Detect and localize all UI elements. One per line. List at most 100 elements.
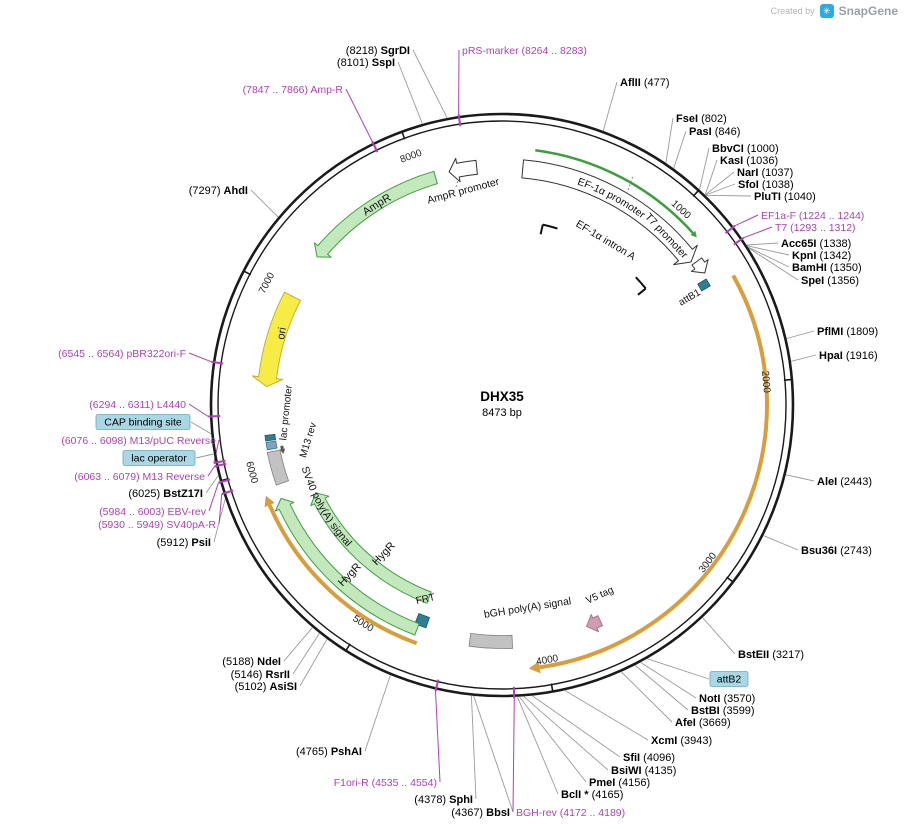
callout-line-hpai (791, 354, 817, 362)
callout-lines (188, 49, 817, 813)
ef1a-promoter-arrow (521, 159, 698, 266)
callout-line-bbsi (473, 695, 514, 813)
feature-label-hygr: HygR (370, 540, 398, 568)
primer-tick-f1ori-r (434, 679, 440, 692)
enzyme-label-bsteii: BstEII (3217) (738, 649, 804, 661)
scale-tick-4000 (550, 683, 554, 693)
callout-line-pluti (705, 194, 752, 197)
primer-line-sv40pa-r (218, 493, 223, 525)
enzyme-label-ahdi: (7297) AhdI (189, 185, 248, 197)
boxed-label-lac-operator: lac operator (131, 453, 187, 465)
callout-line-aflii (602, 81, 618, 131)
hygr-orf-arc-head (264, 495, 275, 508)
callout-line-bamhi (748, 246, 790, 268)
dhx35-orf-arc-head (528, 661, 541, 674)
feature-label-ef-1-intron-a: EF-1α intron A (574, 218, 638, 263)
callout-line-bsu36i (763, 535, 799, 551)
bgh-polya-box (468, 632, 514, 649)
enzyme-label-bsu36i: Bsu36I (2743) (801, 545, 872, 557)
ampr-promoter-arrow (448, 157, 478, 183)
plasmid-size: 8473 bp (482, 407, 522, 419)
scale-tick-8000 (400, 130, 406, 140)
callout-line-afei (621, 671, 673, 723)
primer-tick-ebv-rev (218, 478, 231, 484)
ef1a-intron-bracket-left-tick (539, 224, 544, 235)
enzyme-label-spei: SpeI (1356) (801, 275, 859, 287)
callout-line-bstz17i (205, 475, 219, 494)
feature-label-bgh-poly-a-signal: bGH poly(A) signal (483, 595, 572, 621)
primer-line-bgh-rev (512, 698, 515, 813)
enzyme-label-pshai: (4765) PshAI (296, 746, 362, 758)
callout-line-cap-binding-site (190, 421, 212, 435)
feature-label-frt: FRT (415, 592, 436, 607)
hygr-inner-arrow (310, 492, 432, 604)
callout-line-acc65i (746, 242, 779, 246)
primer-tick-sv40pa-r (221, 489, 234, 495)
callout-line-bbvci (699, 147, 710, 190)
enzyme-label-acc65i: Acc65I (1338) (781, 238, 851, 250)
callout-line-sphi (470, 695, 477, 800)
callout-line-xcmi (564, 690, 649, 741)
primer-tick-m13-puc-reverse (213, 459, 226, 464)
primer-tick-bgh-rev (512, 686, 516, 699)
ef1a-intron-bracket-right (635, 276, 647, 290)
ef1a-intron-bracket-left (542, 223, 558, 230)
feature-layer (251, 148, 769, 674)
snapgene-logo-icon: ✳ (819, 4, 834, 18)
boxed-label-attb2: attB2 (717, 674, 742, 686)
primer-tick-m13-reverse (214, 462, 227, 468)
scale-tick-2000 (783, 378, 793, 382)
enzyme-label-fsei: FseI (802) (676, 113, 727, 125)
primer-line-t7 (743, 226, 773, 239)
enzyme-label-bsiwi: BsiWI (4135) (611, 765, 676, 777)
enzyme-label-pmei: PmeI (4156) (589, 777, 650, 789)
v5-tag-arrow (586, 614, 603, 633)
watermark-created-by-text: Created by (770, 6, 815, 16)
scale-tick-6000 (219, 477, 229, 482)
enzyme-label-xcmi: XcmI (3943) (651, 735, 712, 747)
primer-line-ebv-rev (208, 482, 219, 512)
callout-line-spei (748, 247, 799, 281)
scale-label-6000: 6000 (243, 460, 260, 485)
primer-tick-amp-r (371, 140, 379, 153)
callout-line-nari (705, 171, 735, 196)
primer-label-f1ori-r: F1ori-R (4535 .. 4554) (334, 777, 437, 789)
primer-line-m13-reverse (207, 466, 215, 477)
scale-tick-7000 (242, 269, 252, 276)
enzyme-label-rsrii: (5146) RsrII (231, 669, 290, 681)
callout-line-bcli (517, 696, 559, 795)
ring-outer (209, 112, 795, 698)
primer-label-prs-marker: pRS-marker (8264 .. 8283) (462, 45, 587, 57)
sv40-polya-box (266, 449, 290, 486)
scale-label-7000: 7000 (257, 270, 277, 295)
primer-label-m13-reverse: (6063 .. 6079) M13 Reverse (74, 471, 205, 483)
enzyme-label-afei: AfeI (3669) (675, 717, 731, 729)
scale-label-1000: 1000 (669, 198, 693, 221)
feature-label-ori: ori (275, 326, 289, 340)
scale-label-2000: 2000 (759, 370, 772, 394)
boxed-label-bg-lac-operator (122, 450, 196, 466)
enzyme-label-bamhi: BamHI (1350) (792, 262, 862, 274)
primer-label-pbr322ori-f: (6545 .. 6564) pBR322ori-F (58, 348, 186, 360)
enzyme-label-psii: (5912) PsiI (157, 537, 211, 549)
callout-line-pasi (673, 130, 687, 169)
enzyme-label-pasi: PasI (846) (689, 126, 740, 138)
enzyme-label-bbvci: BbvCI (1000) (712, 143, 779, 155)
dhx35-orf-arc (539, 274, 769, 670)
callout-line-bsiwi (523, 696, 609, 771)
enzyme-label-bstbi: BstBI (3599) (691, 705, 755, 717)
enzyme-label-aflii: AflII (477) (620, 77, 670, 89)
callout-line-asisi (299, 639, 328, 687)
callout-line-sspi (397, 61, 423, 124)
scale-tick-3000 (726, 576, 735, 584)
primer-tick-t7 (733, 236, 745, 246)
callout-line-noti (640, 662, 697, 699)
callout-line-ahdi (250, 189, 279, 218)
ampr-cds-arrow (313, 170, 438, 258)
scale-label-5000: 5000 (350, 613, 375, 634)
primer-line-ef1a-f (734, 214, 759, 227)
m13-rev-primer-arrow-head (279, 448, 286, 454)
ef1a-intron-bracket-right-tick (637, 287, 647, 296)
